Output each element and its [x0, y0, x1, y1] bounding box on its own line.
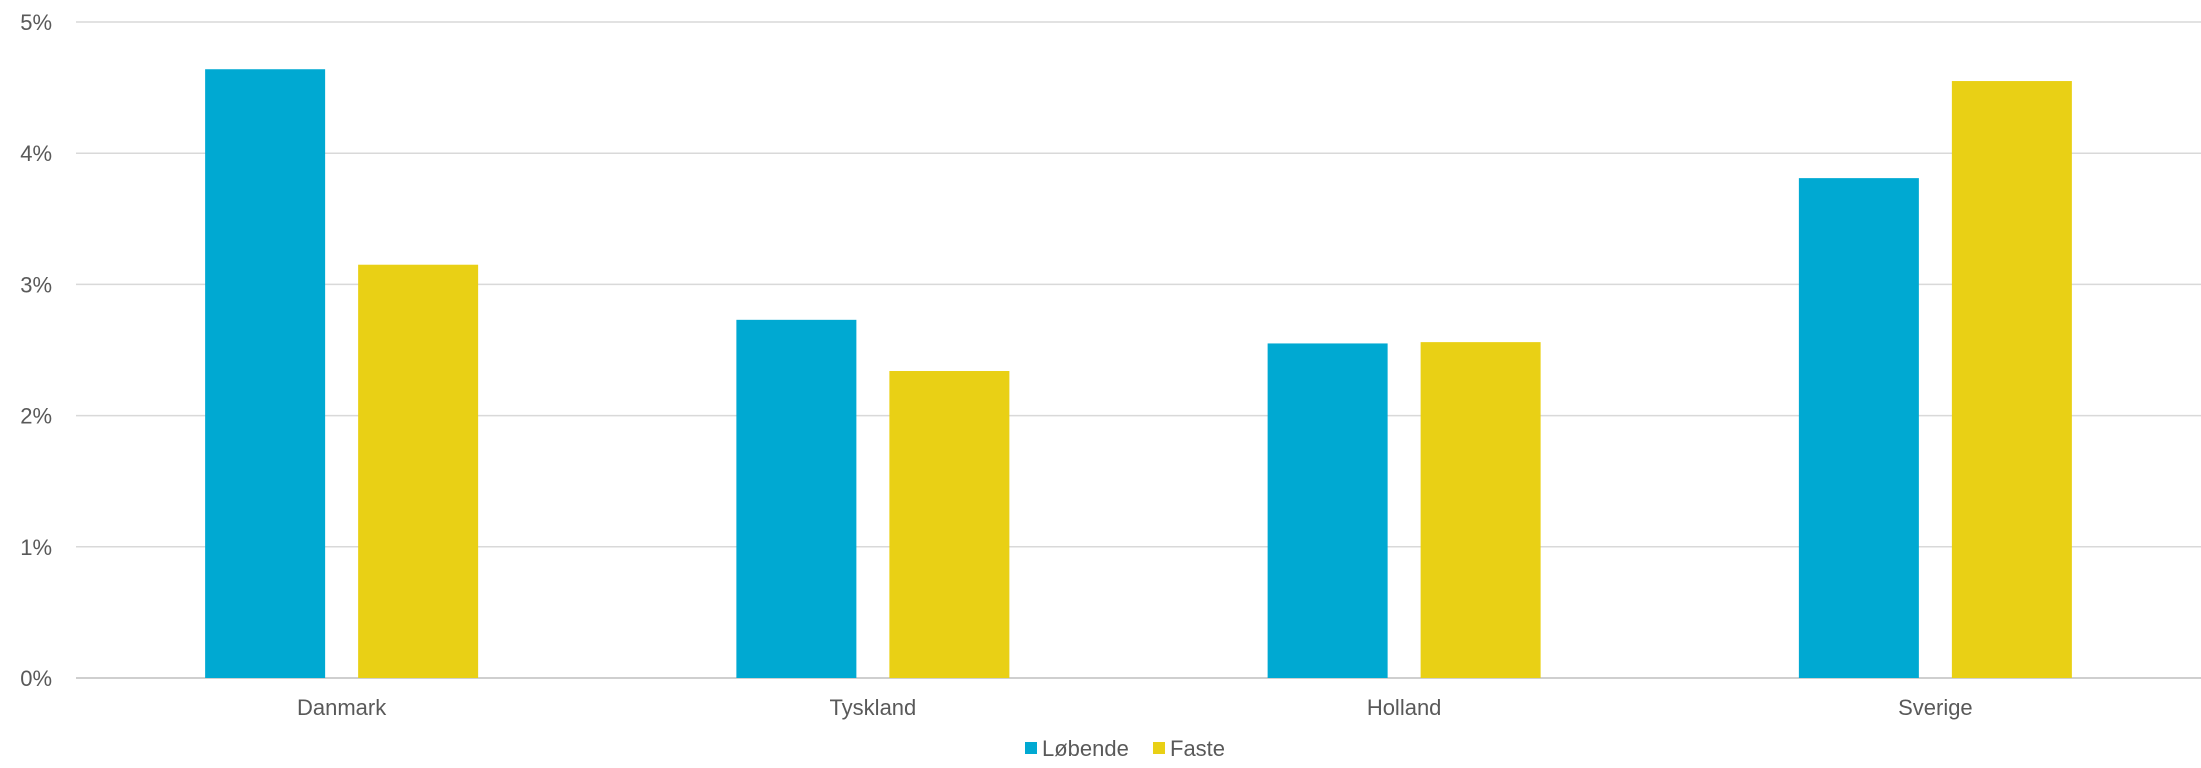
bar-faste-holland: [1420, 342, 1541, 678]
y-tick-label: 2%: [20, 404, 52, 429]
legend-label: Faste: [1170, 736, 1225, 761]
y-tick-label: 5%: [20, 10, 52, 35]
legend-label: Løbende: [1042, 736, 1129, 761]
y-tick-label: 4%: [20, 141, 52, 166]
x-tick-label: Tyskland: [829, 695, 916, 720]
x-axis-ticks: Danmark Tyskland Holland Sverige: [297, 695, 1973, 720]
bar-faste-sverige: [1951, 81, 2072, 679]
x-tick-label: Holland: [1367, 695, 1442, 720]
bar-l-bende-danmark: [205, 69, 326, 679]
bar-l-bende-sverige: [1798, 178, 1919, 679]
legend: Løbende Faste: [1025, 736, 1225, 761]
legend-swatch: [1153, 742, 1165, 754]
y-axis-ticks: 0% 1% 2% 3% 4% 5%: [20, 10, 52, 691]
legend-swatch: [1025, 742, 1037, 754]
y-tick-label: 0%: [20, 666, 52, 691]
y-tick-label: 3%: [20, 272, 52, 297]
x-tick-label: Danmark: [297, 695, 387, 720]
bar-l-bende-tyskland: [736, 319, 857, 678]
bar-faste-tyskland: [889, 370, 1010, 678]
x-tick-label: Sverige: [1898, 695, 1973, 720]
bar-faste-danmark: [358, 264, 479, 678]
bar-l-bende-holland: [1267, 343, 1388, 678]
y-tick-label: 1%: [20, 535, 52, 560]
bars: [205, 69, 2072, 679]
